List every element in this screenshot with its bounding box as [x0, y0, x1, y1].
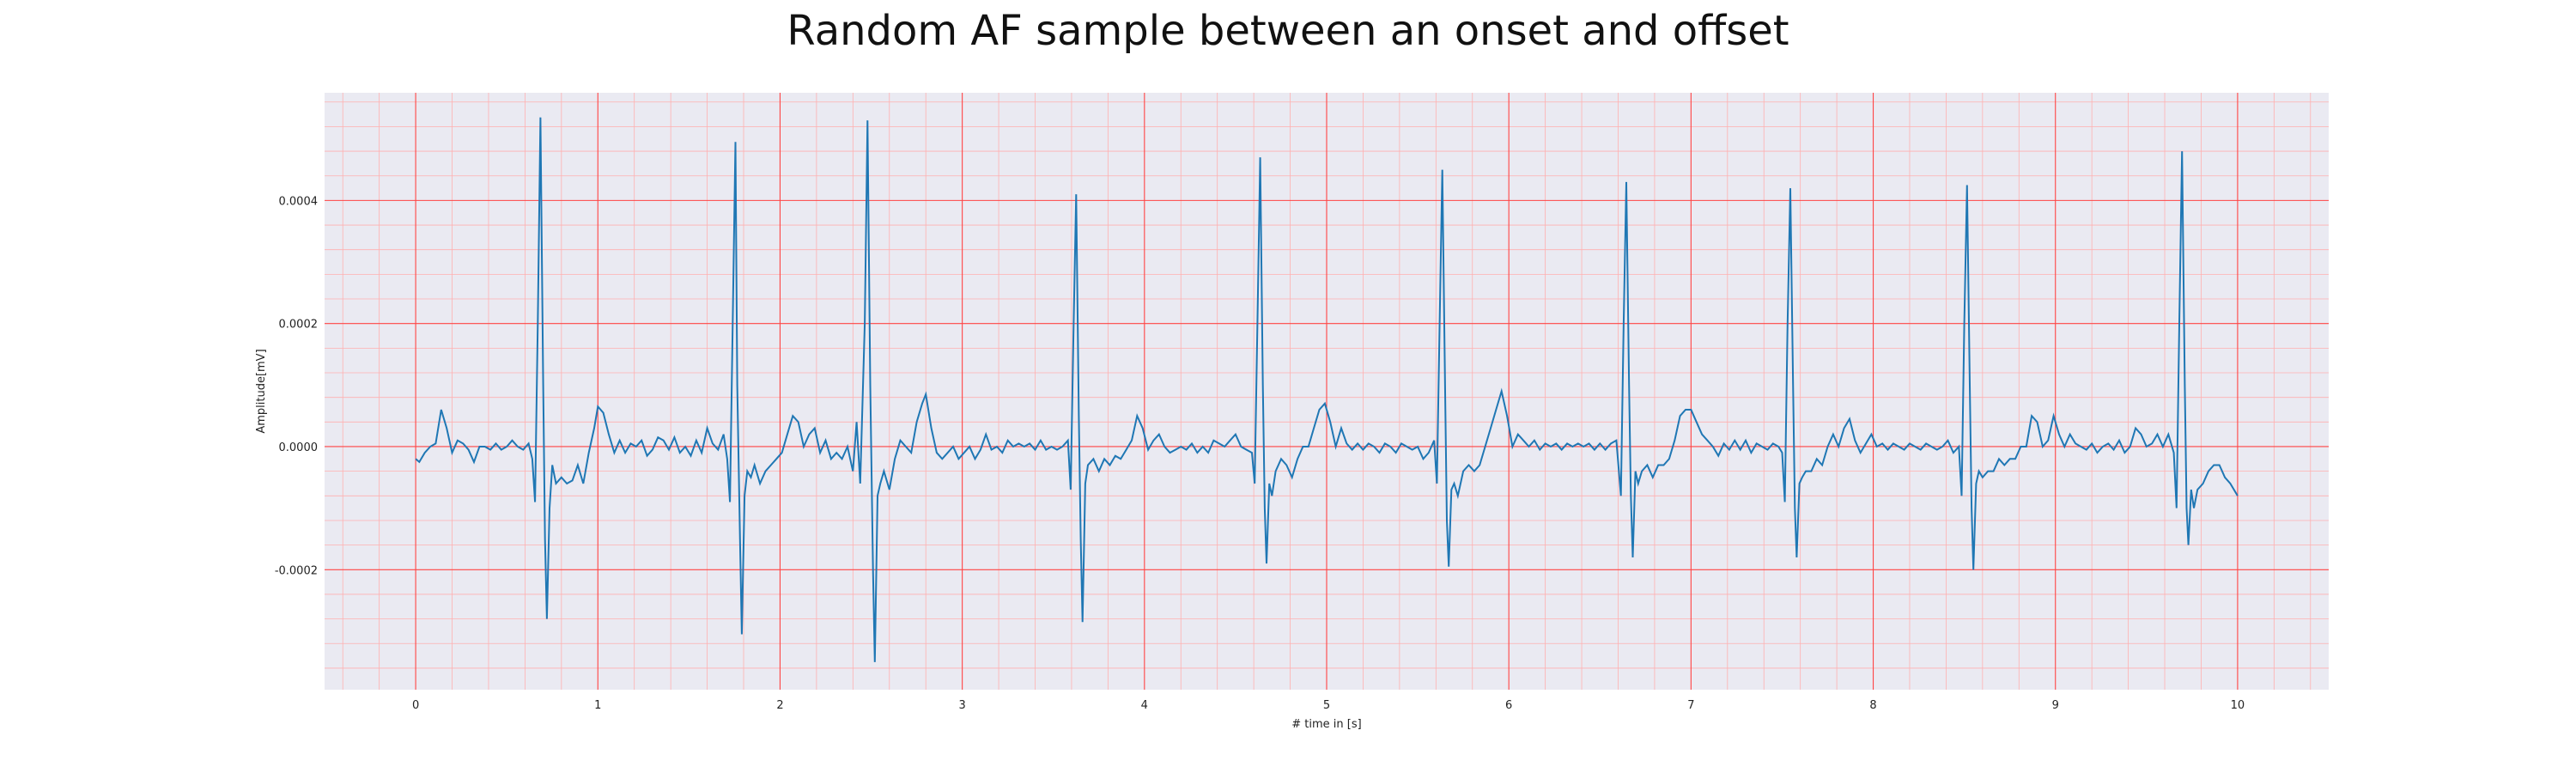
y-tick-label: 0.0004: [279, 195, 319, 208]
x-tick-label: 3: [958, 699, 965, 712]
chart-title: Random AF sample between an onset and of…: [787, 7, 1789, 55]
x-tick-label: 0: [412, 699, 419, 712]
x-tick-label: 1: [594, 699, 601, 712]
ecg-signal-line: [415, 117, 2239, 662]
y-tick-label: 0.0000: [279, 441, 319, 454]
y-axis-label: Amplitude[mV]: [255, 349, 268, 433]
y-tick-labels: -0.0002 0.0000 0.0002 0.0004: [275, 195, 318, 577]
x-tick-label: 10: [2231, 699, 2245, 712]
x-tick-label: 2: [776, 699, 783, 712]
x-tick-labels: 0 1 2 3 4 5 6 7 8 9 10: [412, 699, 2245, 712]
x-axis-label: # time in [s]: [1291, 718, 1361, 731]
x-tick-label: 7: [1687, 699, 1694, 712]
x-tick-label: 6: [1505, 699, 1512, 712]
x-tick-label: 4: [1141, 699, 1148, 712]
y-tick-label: -0.0002: [275, 564, 318, 577]
y-tick-label: 0.0002: [279, 319, 319, 332]
x-tick-label: 8: [1869, 699, 1876, 712]
major-grid: [325, 93, 2329, 690]
x-tick-label: 5: [1323, 699, 1330, 712]
x-tick-label: 9: [2052, 699, 2059, 712]
